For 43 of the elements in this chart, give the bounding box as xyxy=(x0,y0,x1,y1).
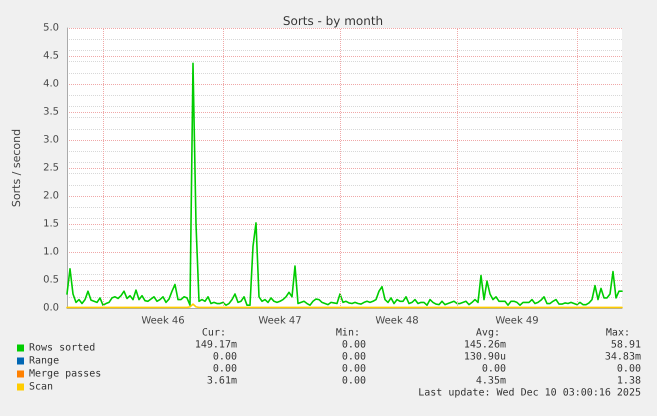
text: Cur: xyxy=(202,328,226,338)
y-tick-label: 3.5 xyxy=(43,106,59,118)
y-tick-label: 5.0 xyxy=(43,22,59,34)
line-series xyxy=(66,62,623,306)
x-tick-label: Week 49 xyxy=(495,316,539,326)
y-tick-label: 2.5 xyxy=(43,162,59,174)
y-tick-label: 4.0 xyxy=(43,78,59,90)
y-tick-label: 0.5 xyxy=(43,274,59,286)
text: 1.38 xyxy=(616,376,641,386)
text: 0.00 xyxy=(616,364,641,374)
y-tick-label: 1.0 xyxy=(43,246,59,258)
y-tick-label: 1.5 xyxy=(43,218,59,230)
text: 130.90u xyxy=(464,352,506,362)
text: 149.17m xyxy=(194,340,237,350)
text: 0.00 xyxy=(212,364,237,374)
y-axis-title: Sorts / second xyxy=(10,128,23,208)
y-tick-label: 0.0 xyxy=(43,302,59,314)
text: 0.00 xyxy=(212,352,237,362)
x-tick-label: Week 46 xyxy=(141,316,185,326)
text: 0.00 xyxy=(482,364,506,374)
text: 3.61m xyxy=(206,376,237,386)
x-tick-label: Week 47 xyxy=(258,316,302,326)
text: 145.26m xyxy=(464,340,506,350)
legend-label: Rows sorted xyxy=(29,342,96,354)
chart-title: Sorts - by month xyxy=(282,14,384,28)
y-tick-label: 4.5 xyxy=(43,50,59,62)
y-tick-label: 3.0 xyxy=(43,134,59,146)
text: Max: xyxy=(606,328,630,338)
text: Min: xyxy=(336,328,360,338)
text: 58.91 xyxy=(610,340,641,350)
text: Avg: xyxy=(476,328,500,338)
legend-label: Range xyxy=(29,356,60,366)
legend-label: Scan xyxy=(29,382,54,392)
x-tick-label: Week 48 xyxy=(375,316,419,326)
text: 4.35m xyxy=(476,376,506,386)
text: Last update: Wed Dec 10 03:00:16 2025 xyxy=(418,388,641,398)
text: 0.00 xyxy=(342,340,366,350)
text: 0.00 xyxy=(342,364,366,374)
y-tick-label: 2.0 xyxy=(43,190,59,202)
text: 34.83m xyxy=(604,352,641,362)
text: 0.00 xyxy=(342,352,366,362)
text: 0.00 xyxy=(342,376,366,386)
legend-label: Merge passes xyxy=(29,368,102,380)
